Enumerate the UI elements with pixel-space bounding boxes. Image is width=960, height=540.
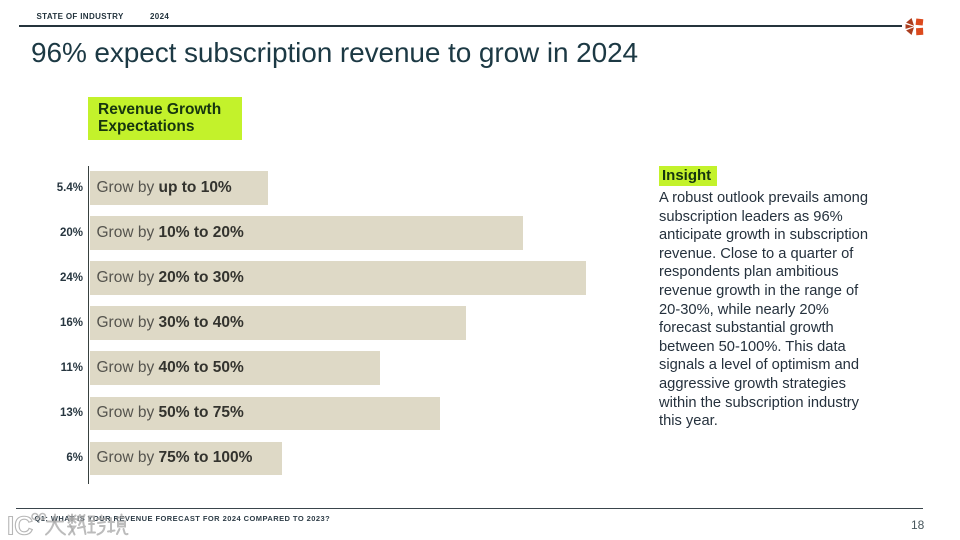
svg-text:IC: IC	[7, 511, 33, 540]
